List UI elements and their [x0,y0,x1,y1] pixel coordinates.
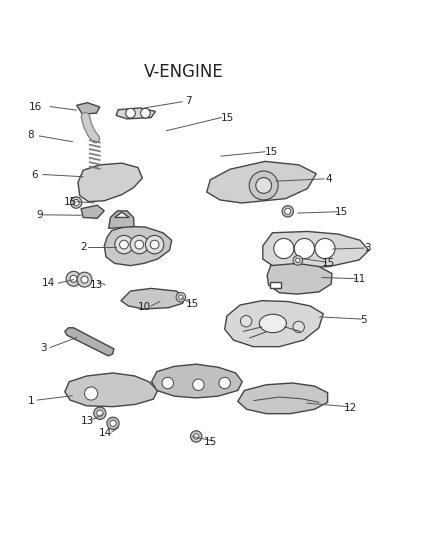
Text: 15: 15 [335,207,348,217]
Text: 13: 13 [90,280,103,290]
Text: 2: 2 [80,242,87,252]
Circle shape [77,272,92,287]
Circle shape [256,177,272,193]
Circle shape [293,321,304,333]
Text: 15: 15 [64,197,77,207]
Circle shape [107,417,119,430]
Text: 10: 10 [138,302,151,312]
Polygon shape [65,328,114,356]
Text: 4: 4 [325,174,332,184]
Polygon shape [238,383,328,414]
Text: 1: 1 [27,396,34,406]
Circle shape [282,206,293,217]
Text: 14: 14 [99,428,112,438]
Polygon shape [267,263,332,294]
Circle shape [285,208,291,214]
Circle shape [294,238,314,259]
Circle shape [176,292,186,302]
Polygon shape [116,108,155,119]
Text: 16: 16 [28,102,42,111]
Polygon shape [115,212,129,217]
Circle shape [315,238,335,259]
Text: 9: 9 [36,210,43,220]
Text: 13: 13 [81,416,94,426]
Circle shape [94,407,106,419]
Circle shape [73,199,79,206]
Polygon shape [81,205,104,219]
Circle shape [193,379,204,391]
Circle shape [162,377,173,389]
Polygon shape [65,373,158,407]
Polygon shape [152,364,242,398]
Circle shape [194,434,199,439]
Text: 3: 3 [40,343,47,352]
Circle shape [81,276,88,283]
Ellipse shape [259,314,286,333]
Circle shape [115,236,133,254]
Polygon shape [225,301,323,346]
Text: 7: 7 [185,96,192,106]
Circle shape [130,236,148,254]
Circle shape [70,275,77,282]
Polygon shape [104,226,172,265]
Text: 12: 12 [344,402,357,413]
Text: 15: 15 [221,112,234,123]
Text: 11: 11 [353,274,366,284]
Circle shape [219,377,230,389]
Polygon shape [121,288,185,309]
Polygon shape [77,103,100,114]
Text: 5: 5 [360,315,367,325]
Text: V-ENGINE: V-ENGINE [144,63,224,81]
Text: 15: 15 [204,437,217,447]
Text: 15: 15 [265,147,278,157]
Circle shape [135,240,144,249]
Circle shape [85,387,98,400]
Polygon shape [78,163,142,201]
Text: 15: 15 [186,298,199,309]
Polygon shape [207,161,316,203]
Text: 14: 14 [42,278,55,288]
Circle shape [274,238,294,259]
Circle shape [145,236,164,254]
Circle shape [141,108,150,118]
Circle shape [71,197,82,208]
Text: 15: 15 [322,258,335,268]
Circle shape [97,410,103,416]
Circle shape [179,295,183,300]
Circle shape [293,255,303,265]
Polygon shape [109,211,134,229]
Circle shape [126,108,135,118]
Text: 6: 6 [32,169,39,180]
Circle shape [120,240,128,249]
Circle shape [240,316,252,327]
Polygon shape [270,282,281,288]
Polygon shape [263,231,369,268]
Circle shape [191,431,202,442]
Circle shape [110,420,116,426]
Circle shape [66,271,81,286]
Circle shape [150,240,159,249]
Circle shape [249,171,278,200]
Circle shape [296,258,300,263]
Text: 8: 8 [27,130,34,140]
Text: 3: 3 [364,243,371,253]
